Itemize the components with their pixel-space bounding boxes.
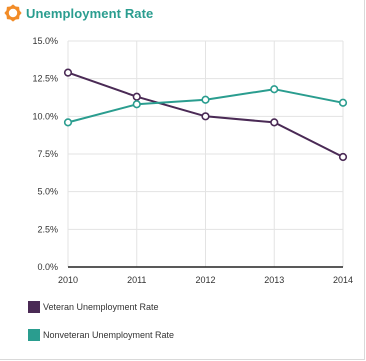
x-axis-ticks: 2010 2011 2012 2013 2014 (58, 275, 353, 285)
x-tick-label: 2013 (264, 275, 284, 285)
x-tick-label: 2012 (195, 275, 215, 285)
data-point[interactable] (63, 68, 73, 77)
y-tick-label: 12.5% (32, 74, 58, 84)
data-point[interactable] (201, 95, 210, 104)
data-point[interactable] (132, 92, 141, 101)
legend-item-veteran[interactable]: Veteran Unemployment Rate (28, 300, 174, 314)
chart-title: Unemployment Rate (26, 5, 154, 21)
x-tick-label: 2011 (127, 275, 146, 285)
data-point[interactable] (63, 118, 73, 127)
series-lines (63, 68, 348, 162)
y-tick-label: 0.0% (37, 262, 58, 272)
x-tick-label: 2010 (58, 275, 78, 285)
y-tick-label: 2.5% (37, 224, 58, 234)
data-point[interactable] (132, 100, 141, 109)
gear-badge-icon (4, 4, 22, 22)
chart-header: Unemployment Rate (4, 4, 153, 22)
legend-item-nonveteran[interactable]: Nonveteran Unemployment Rate (28, 328, 174, 342)
legend: Veteran Unemployment Rate Nonveteran Une… (28, 300, 174, 356)
grid-lines (67, 40, 344, 268)
legend-swatch-veteran (28, 301, 40, 313)
data-point[interactable] (270, 118, 279, 127)
y-tick-label: 5.0% (37, 187, 58, 197)
y-tick-label: 10.0% (32, 111, 58, 121)
y-axis-ticks: 0.0% 2.5% 5.0% 7.5% 10.0% 12.5% 15.0% (32, 36, 58, 272)
legend-label-nonveteran: Nonveteran Unemployment Rate (43, 330, 175, 340)
line-chart: 0.0% 2.5% 5.0% 7.5% 10.0% 12.5% 15.0% 2010 2011… (32, 36, 353, 285)
y-tick-label: 15.0% (32, 36, 58, 46)
legend-label-veteran: Veteran Unemployment Rate (43, 302, 159, 312)
x-tick-label: 2014 (333, 275, 353, 285)
data-point[interactable] (270, 85, 279, 94)
legend-swatch-nonveteran (28, 329, 40, 341)
y-tick-label: 7.5% (37, 149, 58, 159)
data-point[interactable] (338, 98, 348, 107)
data-point[interactable] (338, 152, 348, 162)
data-point[interactable] (201, 112, 210, 121)
